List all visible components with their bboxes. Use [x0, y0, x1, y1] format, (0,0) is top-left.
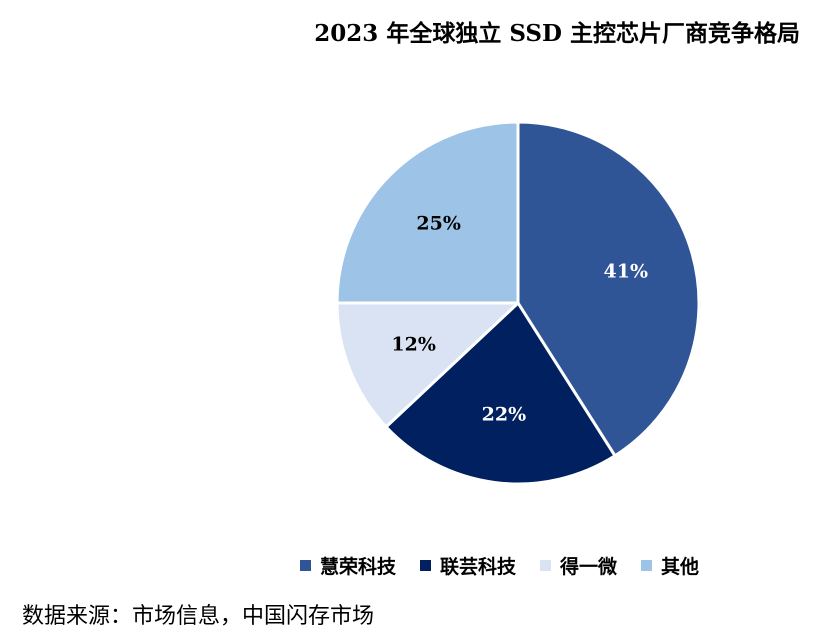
legend-swatch-huirong [300, 559, 311, 571]
legend-label-deyiwei: 得一微 [560, 555, 618, 578]
legend-item-huirong: 慧荣科技 [300, 552, 396, 579]
data-label-lianyun: 22% [482, 403, 527, 425]
legend-label-other: 其他 [661, 555, 700, 578]
data-label-huirong: 41% [604, 261, 649, 283]
legend-item-other: 其他 [641, 552, 699, 579]
legend-swatch-other [641, 559, 653, 571]
legend-item-deyiwei: 得一微 [540, 552, 617, 579]
pie-slice-deyiwei [335, 301, 520, 429]
data-label-deyiwei: 12% [391, 333, 436, 355]
source-note: 数据来源：市场信息，中国闪存市场 [22, 604, 375, 629]
pie-data-labels: 41% 22% 12% 25% [391, 213, 648, 426]
legend-swatch-lianyun [420, 559, 432, 571]
pie-slice-other [335, 120, 520, 305]
pie-slices [335, 120, 701, 486]
chart-title: 2023 年全球独立 SSD 主控芯片厂商竞争格局 [314, 20, 800, 47]
legend-swatch-deyiwei [540, 559, 552, 571]
chart-legend: 慧荣科技 联芸科技 得一微 其他 [300, 550, 699, 580]
legend-label-lianyun: 联芸科技 [440, 555, 517, 578]
data-label-other: 25% [416, 213, 461, 235]
legend-label-huirong: 慧荣科技 [320, 555, 397, 578]
pie-slice-lianyun [384, 301, 617, 486]
legend-item-lianyun: 联芸科技 [420, 552, 516, 579]
